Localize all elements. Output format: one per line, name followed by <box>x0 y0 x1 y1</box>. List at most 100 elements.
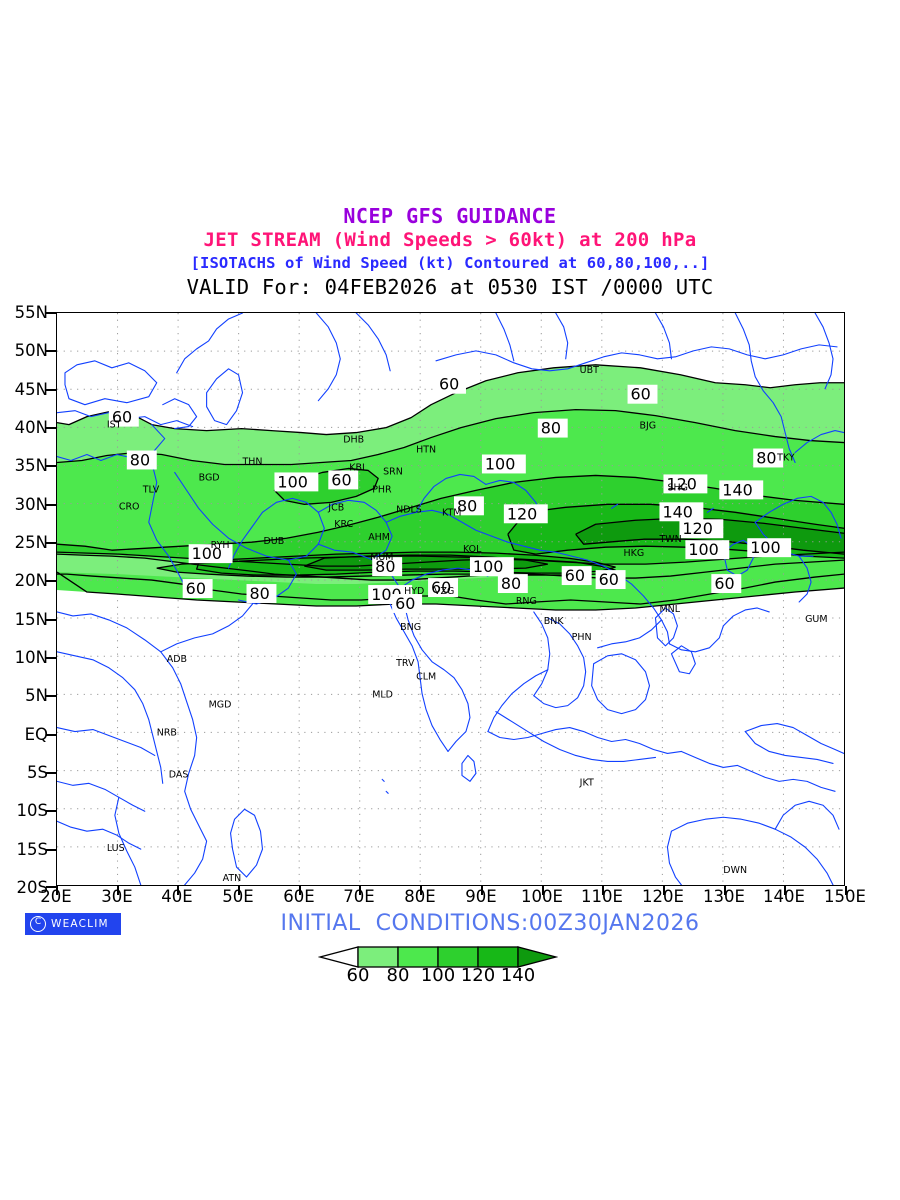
svg-text:AHM: AHM <box>368 532 390 543</box>
y-axis-tick <box>46 619 56 621</box>
x-axis-tick <box>117 886 119 895</box>
svg-text:60: 60 <box>431 578 451 597</box>
svg-text:DUB: DUB <box>263 536 284 547</box>
y-axis-tick <box>46 389 56 391</box>
y-axis-tick <box>46 580 56 582</box>
y-axis-label: 5S <box>27 763 48 782</box>
colorbar-swatch-100 <box>437 946 479 968</box>
legend-tick: 100 <box>420 965 456 986</box>
copyright-circle-icon: C <box>30 916 46 932</box>
svg-text:SHG: SHG <box>667 482 687 493</box>
x-axis-label: 110E <box>581 887 623 906</box>
svg-text:80: 80 <box>457 496 477 515</box>
legend-tick: 120 <box>460 965 496 986</box>
y-axis-label: 30N <box>14 495 48 514</box>
x-axis-label: 40E <box>161 887 193 906</box>
x-axis-tick <box>724 886 726 895</box>
y-axis-label: 5N <box>25 686 48 705</box>
svg-text:CRO: CRO <box>119 501 140 512</box>
svg-text:80: 80 <box>375 557 395 576</box>
x-axis-label: 120E <box>642 887 684 906</box>
initial-conditions-text: INITIAL CONDITIONS:00Z30JAN2026 <box>280 911 700 936</box>
svg-text:RNG: RNG <box>516 596 537 607</box>
title-agency: NCEP GFS GUIDANCE <box>343 204 557 228</box>
y-axis-label: 55N <box>14 303 48 322</box>
svg-text:BNG: BNG <box>400 622 421 633</box>
svg-text:60: 60 <box>439 375 459 394</box>
y-axis-label: 35N <box>14 456 48 475</box>
x-axis-tick <box>845 886 847 895</box>
y-axis-tick <box>46 465 56 467</box>
y-axis-tick <box>46 350 56 352</box>
x-axis-tick <box>481 886 483 895</box>
contour-label-group: 60 80 100 60 100 80 60 80 100 60 60 80 1… <box>108 375 792 613</box>
svg-text:80: 80 <box>501 574 521 593</box>
svg-text:MUM: MUM <box>370 552 393 563</box>
y-axis-label: 50N <box>14 341 48 360</box>
svg-text:100: 100 <box>750 538 780 557</box>
weaclim-logo-badge[interactable]: C WEACLIM <box>25 913 121 935</box>
x-axis-tick <box>177 886 179 895</box>
x-axis-label: 60E <box>283 887 315 906</box>
y-axis-tick <box>46 734 56 736</box>
svg-text:BNK: BNK <box>544 616 565 627</box>
y-axis-tick <box>46 542 56 544</box>
city-label-group: IST TLV CRO BGD THN RYH DUB DHB KBL HTN … <box>107 365 828 884</box>
y-axis-label: 20N <box>14 571 48 590</box>
svg-text:SRN: SRN <box>383 466 403 477</box>
y-axis-label: EQ <box>24 725 48 744</box>
x-axis-tick <box>542 886 544 895</box>
svg-text:JCB: JCB <box>327 502 344 513</box>
svg-text:80: 80 <box>250 584 270 603</box>
svg-text:DHB: DHB <box>343 435 364 446</box>
x-axis-label: 150E <box>824 887 866 906</box>
svg-text:PHN: PHN <box>572 632 592 643</box>
y-axis-tick <box>46 810 56 812</box>
colorbar-swatch-80 <box>397 946 439 968</box>
svg-text:KOL: KOL <box>463 544 482 555</box>
x-axis-tick <box>602 886 604 895</box>
y-axis-tick <box>46 312 56 314</box>
svg-text:100: 100 <box>485 454 515 473</box>
x-axis-label: 70E <box>343 887 375 906</box>
weaclim-logo-text: WEACLIM <box>51 918 109 930</box>
x-axis-tick <box>784 886 786 895</box>
svg-text:80: 80 <box>756 448 776 467</box>
x-axis-label: 20E <box>40 887 72 906</box>
colorbar-under-arrow <box>318 946 359 968</box>
svg-text:60: 60 <box>565 566 585 585</box>
svg-text:DAS: DAS <box>169 769 189 780</box>
title-product: JET STREAM (Wind Speeds > 60kt) at 200 h… <box>203 229 697 251</box>
colorbar-svg <box>318 946 558 968</box>
svg-text:PHR: PHR <box>372 484 392 495</box>
svg-text:80: 80 <box>130 450 150 469</box>
svg-text:THN: THN <box>242 456 263 467</box>
title-valid-time: VALID For: 04FEB2026 at 0530 IST /0000 U… <box>186 275 714 299</box>
svg-text:60: 60 <box>395 594 415 613</box>
y-axis-tick <box>46 427 56 429</box>
svg-text:DWN: DWN <box>723 865 747 876</box>
svg-text:120: 120 <box>666 474 696 493</box>
svg-text:TKY: TKY <box>776 452 795 463</box>
map-canvas: 60 80 100 60 100 80 60 80 100 60 60 80 1… <box>57 313 844 885</box>
svg-text:KBL: KBL <box>349 462 368 473</box>
x-axis-tick <box>420 886 422 895</box>
y-axis-label: 15N <box>14 610 48 629</box>
svg-text:100: 100 <box>277 472 307 491</box>
svg-text:60: 60 <box>331 470 351 489</box>
x-axis-label: 90E <box>465 887 497 906</box>
svg-text:UBT: UBT <box>580 365 599 376</box>
y-axis-label: 15S <box>16 840 48 859</box>
x-axis-label: 130E <box>703 887 745 906</box>
y-axis-tick <box>46 657 56 659</box>
x-axis-label: 50E <box>222 887 254 906</box>
svg-text:BGD: BGD <box>199 472 220 483</box>
svg-text:CLM: CLM <box>416 672 436 683</box>
x-axis-tick <box>663 886 665 895</box>
svg-text:100: 100 <box>688 540 718 559</box>
x-axis-tick <box>238 886 240 895</box>
x-axis-label: 30E <box>101 887 133 906</box>
x-axis-label: 100E <box>521 887 563 906</box>
svg-text:KTM: KTM <box>442 507 461 518</box>
